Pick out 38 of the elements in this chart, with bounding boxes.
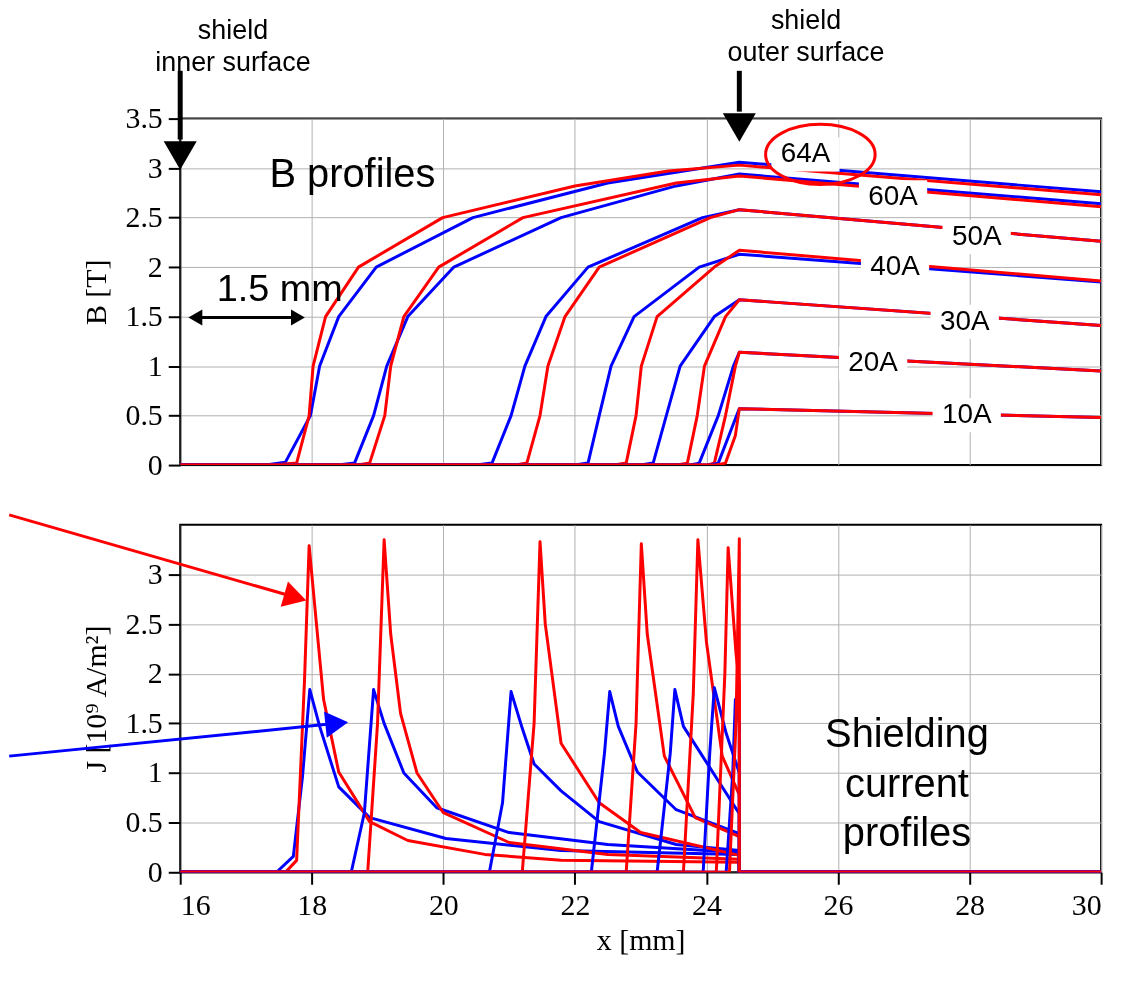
y-tick-label: 3 (147, 556, 163, 590)
annotation: 20A (848, 346, 899, 378)
x-tick-label: 16 (180, 887, 211, 921)
y-tick-label: 0 (147, 854, 163, 888)
x-tick-label: 18 (297, 887, 328, 921)
y-axis-title: J [10⁹ A/m²] (78, 625, 112, 773)
annotation: 30A (939, 304, 990, 336)
x-tick-label: 26 (823, 887, 854, 921)
text: shield inner surface (155, 14, 311, 77)
x-tick-label: 28 (955, 887, 985, 921)
y-tick-label: 2 (147, 249, 163, 283)
y-tick-label: 2.5 (125, 606, 163, 640)
y-tick-label: 0.5 (125, 398, 163, 432)
x-axis-title: x [mm] (596, 923, 686, 957)
y-tick-label: 1.5 (125, 705, 163, 739)
annotation: 1.5 mm (216, 266, 343, 309)
y-axis-title: B [T] (78, 259, 112, 326)
annotation: 60A (868, 180, 919, 212)
y-tick-label: 2.5 (125, 200, 163, 234)
annotation: 10A (941, 398, 992, 430)
annotation: 50A (951, 220, 1002, 252)
annotation: B profiles (269, 151, 436, 196)
y-tick-label: 0.5 (125, 805, 163, 839)
y-tick-label: 0 (147, 447, 163, 481)
y-tick-label: 1.5 (125, 299, 163, 333)
annotation: 40A (870, 249, 921, 281)
y-tick-label: 1 (147, 755, 163, 789)
annotation: Shielding current profiles (825, 710, 989, 855)
annotation: 64A (780, 137, 831, 169)
x-tick-label: 22 (560, 887, 591, 921)
y-tick-label: 3 (147, 150, 163, 184)
x-tick-label: 24 (692, 887, 722, 921)
x-tick-label: 30 (1071, 887, 1102, 921)
y-tick-label: 3.5 (125, 101, 163, 135)
x-tick-label: 20 (428, 887, 459, 921)
text: shield outer surface (727, 5, 885, 67)
y-tick-label: 1 (147, 348, 163, 382)
y-tick-label: 2 (147, 656, 163, 690)
